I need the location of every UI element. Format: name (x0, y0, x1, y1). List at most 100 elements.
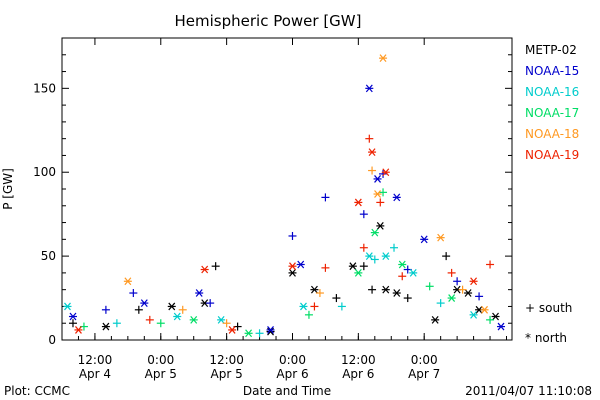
legend-entry: METP-02 (525, 43, 577, 57)
legend: METP-02 NOAA-15 NOAA-16 NOAA-17 NOAA-18 NOAA-… (525, 43, 579, 162)
data-point-south (206, 299, 215, 308)
data-point-north (373, 190, 382, 198)
data-point-north (288, 262, 297, 271)
data-point-south (156, 319, 165, 328)
data-point-north (469, 277, 478, 286)
data-point-north (469, 310, 478, 319)
data-point-north (189, 315, 198, 324)
data-point-north (123, 277, 132, 286)
y-axis: 0 50 100 150 (33, 37, 512, 347)
data-point-north (68, 312, 77, 321)
x-tick-label-time: 12:00 (341, 353, 376, 367)
data-point-south (321, 263, 330, 272)
data-point-south (101, 305, 110, 314)
data-point-south (134, 305, 143, 314)
data-point-north (431, 315, 440, 324)
data-point-south (112, 319, 121, 328)
data-point-north (420, 235, 429, 244)
x-tick-label-date: Apr 6 (342, 367, 374, 381)
data-point-south (315, 289, 324, 298)
data-point-south (211, 262, 220, 271)
data-point-south (436, 299, 445, 308)
data-point-north (365, 252, 374, 261)
data-point-south (337, 302, 346, 311)
data-point-north (101, 322, 110, 331)
data-point-north (392, 193, 401, 202)
footer-timestamp: 2011/04/07 11:10:08 (465, 384, 592, 398)
data-point-north (63, 302, 72, 311)
data-point-south (398, 272, 407, 281)
x-tick-label-time: 0:00 (411, 353, 438, 367)
legend-entry: NOAA-16 (525, 85, 579, 99)
data-point-south (145, 315, 154, 324)
data-point-north (200, 265, 209, 274)
data-point-south (475, 292, 484, 301)
data-point-south (255, 329, 264, 338)
data-point-north (447, 294, 456, 302)
data-point-north (140, 299, 149, 307)
data-point-south (453, 277, 462, 286)
data-point-south (359, 210, 368, 219)
data-point-south (178, 305, 187, 314)
data-point-south (458, 285, 467, 294)
data-point-north (195, 289, 204, 297)
data-point-south (403, 294, 412, 303)
data-point-north (497, 322, 506, 331)
data-point-north (299, 302, 308, 311)
data-point-north (74, 326, 83, 334)
data-point-south (68, 319, 77, 328)
legend-entry: NOAA-15 (525, 64, 579, 78)
data-point-north (409, 268, 418, 277)
data-point-north (368, 148, 377, 156)
data-point-south (359, 243, 368, 252)
data-point-north (381, 285, 390, 294)
legend-entry: NOAA-19 (525, 148, 579, 162)
data-point-north (310, 285, 319, 294)
legend-entry: NOAA-18 (525, 127, 579, 141)
data-point-south (442, 252, 451, 261)
x-tick-label-date: Apr 7 (408, 367, 440, 381)
data-point-north (392, 289, 401, 297)
data-point-south (332, 294, 341, 303)
x-tick-label-time: 0:00 (147, 353, 174, 367)
data-point-north (217, 315, 226, 324)
data-point-south (486, 315, 495, 324)
data-point-south (379, 188, 388, 197)
data-point-north (436, 233, 445, 242)
data-point-north (480, 305, 489, 314)
plot-frame (61, 37, 513, 341)
data-point-north (288, 268, 297, 277)
data-point-north (354, 198, 363, 207)
data-point-south (304, 310, 313, 319)
data-point-south (368, 166, 377, 175)
data-point-north (266, 327, 275, 336)
data-point-north (370, 228, 379, 237)
data-point-south (365, 134, 374, 143)
data-point-south (310, 302, 319, 311)
data-point-south (376, 198, 385, 207)
data-point-south (288, 231, 297, 240)
data-point-north (228, 326, 237, 334)
data-point-south (222, 319, 231, 328)
y-tick-label: 150 (33, 81, 56, 95)
data-point-north (373, 175, 382, 183)
data-point-north (266, 326, 275, 334)
data-point-south (425, 282, 434, 291)
data-point-south (486, 260, 495, 269)
data-point-north (244, 329, 253, 338)
y-tick-label: 0 (48, 333, 56, 347)
data-point-south (370, 255, 379, 264)
data-point-north (379, 54, 388, 63)
x-tick-label-time: 12:00 (209, 353, 244, 367)
x-axis-label: Date and Time (243, 384, 331, 398)
data-point-north (296, 260, 305, 269)
y-tick-label: 50 (41, 249, 56, 263)
data-point-north (491, 312, 500, 321)
data-point-north (381, 252, 390, 261)
y-tick-label: 100 (33, 165, 56, 179)
data-point-north (348, 262, 357, 271)
x-tick-label-time: 0:00 (279, 353, 306, 367)
data-point-north (398, 260, 407, 269)
